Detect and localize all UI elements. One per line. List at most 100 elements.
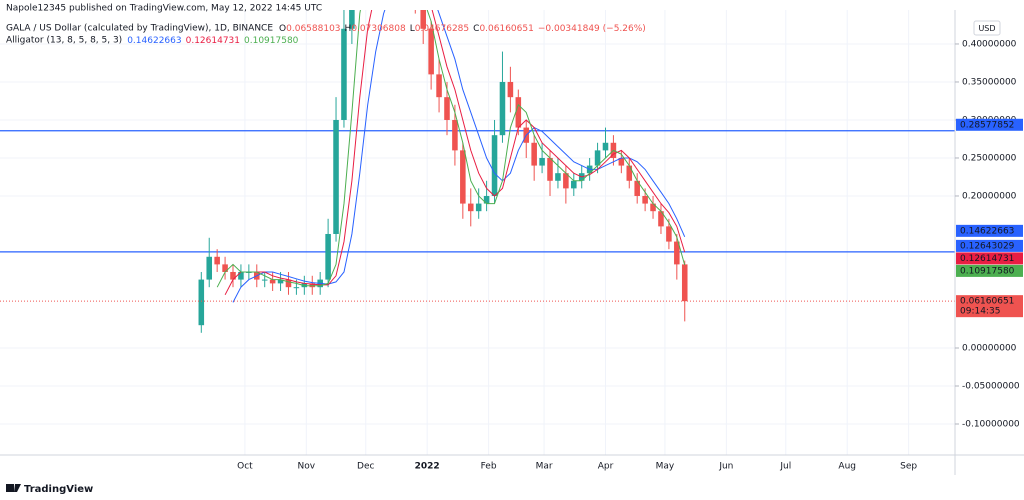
alligator-line [216,10,686,288]
grid [0,10,955,455]
candle-body [420,10,426,29]
logo [6,484,21,492]
x-tick-label: Feb [481,462,497,472]
candle-body [198,279,205,326]
candle-body [491,135,498,196]
candle-body [261,279,268,281]
footer-brand: TradingView [24,484,93,495]
candle-body [658,211,664,227]
axes: 0.400000000.350000000.300000000.25000000… [237,39,1023,472]
candle-body [674,241,680,265]
candle-body [452,119,458,151]
candle-body [499,81,506,136]
indicator-value: 0.14622663 [127,36,181,46]
candle-body [483,195,490,204]
ohlc-value: 0.06160651 [479,24,533,34]
candle-body [269,279,276,284]
y-tick-label: 0.00000000 [962,343,1017,353]
indicator: Alligator (13, 8, 5, 8, 5, 3) [6,36,122,46]
price-label: 0.14622663 [960,226,1014,236]
candle-body [222,264,228,272]
candle-body [230,271,236,280]
price-label: 0.28577852 [960,120,1014,130]
x-tick-label: Dec [357,462,374,472]
ohlc-key: H [345,24,352,34]
symbol: GALA / US Dollar (calculated by TradingV… [6,24,273,34]
currency: USD [978,24,995,33]
x-tick-label: Jun [718,462,733,472]
price-label-bg [956,252,1023,265]
x-tick-label: 2022 [415,462,440,472]
x-tick-label: Oct [237,462,253,472]
candle-body [634,180,640,196]
x-tick-label: Nov [298,462,316,472]
price-label-bg [956,239,1023,252]
candle-body [531,142,537,166]
ohlc-value: 0.04676285 [415,24,469,34]
publisher: Napole12345 published on TradingView.com… [6,4,322,14]
indicator-values: 0.14622663 0.12614731 0.10917580 [127,36,298,46]
candle-body [475,203,482,212]
x-tick-label: May [656,462,675,472]
candle-body [626,165,633,181]
candle-body [444,97,450,120]
indicator-value: 0.12614731 [186,36,240,46]
candle-body [642,195,648,204]
y-tick-label: -0.10000000 [962,419,1020,429]
ohlc-key: O [279,24,286,34]
candle-body [206,256,213,280]
candle-body [594,150,601,166]
y-tick-label: 0.35000000 [962,77,1017,87]
candle-body [666,226,672,242]
candle-body [547,157,553,181]
price-label: 0.10917580 [960,266,1015,276]
last-price-label: 0.06160651 [960,297,1014,307]
candle-body [555,173,561,181]
candle-body [618,157,625,166]
candle-body [349,10,355,29]
alligator-line [232,10,686,303]
plot [0,10,955,333]
y-tick-label: 0.20000000 [962,191,1017,201]
price-label-bg [956,224,1023,237]
candle-body [467,203,474,212]
candle-body [293,287,300,289]
candle-body [539,157,545,166]
price-label-bg [956,264,1023,277]
y-tick-label: 0.40000000 [962,39,1017,49]
x-tick-label: Sep [900,462,917,472]
price-label-bg [956,118,1023,131]
candle-body [507,81,514,98]
ohlc-key: L [410,24,415,34]
ohlc-key: C [473,24,479,34]
candle-body [563,173,569,189]
candle-body [333,119,339,234]
x-tick-label: Apr [598,462,614,472]
candle-body [325,233,331,280]
candle-body [460,150,466,204]
candle-body [602,142,609,151]
x-tick-label: Mar [536,462,553,472]
candle-body [238,271,244,280]
countdown: 09:14:35 [960,307,1000,317]
candle-body [341,28,347,120]
candle-body [214,256,220,265]
price-label: 0.12643029 [960,241,1015,251]
y-tick-label: -0.05000000 [962,381,1020,391]
candle-body [515,97,522,128]
currency-box[interactable] [973,20,1001,36]
price-label: 0.12614731 [960,254,1014,264]
candle-body [681,264,688,302]
candle-body [285,279,292,288]
candle-body [650,203,656,212]
x-tick-label: Aug [838,462,856,472]
ohlc-change: −0.00341849 (−5.26%) [538,24,646,34]
alligator-line [224,10,686,296]
y-tick-label: 0.25000000 [962,153,1017,163]
ohlc-value: 0.07306808 [351,24,406,34]
ohlc-value: 0.06588103 [286,24,340,34]
candle-body [436,74,442,98]
